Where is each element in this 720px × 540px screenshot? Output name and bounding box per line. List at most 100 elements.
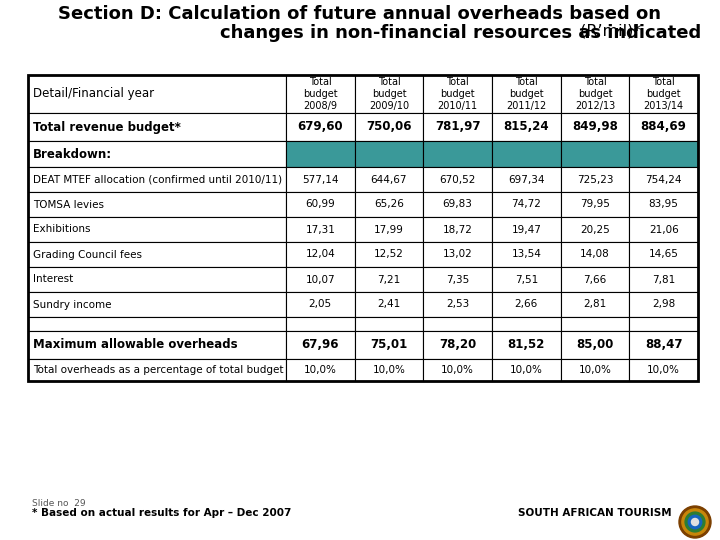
Text: 13,54: 13,54 (511, 249, 541, 260)
Text: 725,23: 725,23 (577, 174, 613, 185)
Bar (561, 359, 629, 381)
Bar (423, 192, 492, 217)
Text: 2,81: 2,81 (583, 300, 607, 309)
Text: 74,72: 74,72 (511, 199, 541, 210)
Bar (629, 359, 698, 381)
Bar (561, 141, 629, 167)
Bar (492, 192, 561, 217)
Bar (629, 75, 698, 113)
Bar (629, 292, 698, 317)
Circle shape (688, 515, 702, 529)
Text: 17,31: 17,31 (305, 225, 336, 234)
Bar (561, 217, 629, 242)
Text: 577,14: 577,14 (302, 174, 338, 185)
Text: 2,53: 2,53 (446, 300, 469, 309)
Text: 69,83: 69,83 (443, 199, 472, 210)
Bar (561, 167, 629, 192)
Bar (355, 292, 423, 317)
Text: 14,08: 14,08 (580, 249, 610, 260)
Text: Total overheads as a percentage of total budget: Total overheads as a percentage of total… (33, 365, 284, 375)
Text: Breakdown:: Breakdown: (33, 147, 112, 160)
Text: Detail/Financial year: Detail/Financial year (33, 87, 154, 100)
Bar (629, 167, 698, 192)
Text: Total
budget
2009/10: Total budget 2009/10 (369, 77, 409, 111)
Bar (28, 141, 286, 167)
Text: 67,96: 67,96 (302, 339, 339, 352)
Text: 75,01: 75,01 (370, 339, 408, 352)
Text: 7,51: 7,51 (515, 274, 538, 285)
Bar (561, 75, 629, 113)
Bar (286, 141, 355, 167)
Bar (355, 267, 423, 292)
Text: 10,0%: 10,0% (441, 365, 474, 375)
Bar (423, 331, 492, 359)
Bar (492, 113, 561, 141)
Text: 2,66: 2,66 (515, 300, 538, 309)
Text: 88,47: 88,47 (645, 339, 683, 352)
Text: 78,20: 78,20 (439, 339, 476, 352)
Bar (492, 242, 561, 267)
Text: (R’mil)*: (R’mil)* (575, 24, 642, 39)
Text: 18,72: 18,72 (443, 225, 472, 234)
Bar (28, 167, 286, 192)
Text: 7,21: 7,21 (377, 274, 400, 285)
Text: 679,60: 679,60 (297, 120, 343, 133)
Bar (28, 75, 698, 381)
Bar (492, 167, 561, 192)
Bar (561, 113, 629, 141)
Circle shape (682, 509, 708, 535)
Bar (355, 113, 423, 141)
Text: 7,66: 7,66 (583, 274, 607, 285)
Bar (423, 292, 492, 317)
Text: SOUTH AFRICAN TOURISM: SOUTH AFRICAN TOURISM (518, 508, 672, 518)
Text: 20,25: 20,25 (580, 225, 610, 234)
Circle shape (691, 518, 698, 525)
Text: Total
budget
2013/14: Total budget 2013/14 (644, 77, 684, 111)
Bar (286, 113, 355, 141)
Text: DEAT MTEF allocation (confirmed until 2010/11): DEAT MTEF allocation (confirmed until 20… (33, 174, 282, 185)
Bar (286, 192, 355, 217)
Bar (286, 317, 355, 331)
Bar (629, 331, 698, 359)
Bar (423, 113, 492, 141)
Text: Sundry income: Sundry income (33, 300, 112, 309)
Bar (355, 242, 423, 267)
Text: 884,69: 884,69 (641, 120, 687, 133)
Bar (492, 217, 561, 242)
Text: Maximum allowable overheads: Maximum allowable overheads (33, 339, 238, 352)
Text: 79,95: 79,95 (580, 199, 610, 210)
Text: 2,05: 2,05 (309, 300, 332, 309)
Bar (561, 317, 629, 331)
Bar (629, 217, 698, 242)
Text: 81,52: 81,52 (508, 339, 545, 352)
Bar (286, 292, 355, 317)
Bar (28, 359, 286, 381)
Text: TOMSA levies: TOMSA levies (33, 199, 104, 210)
Bar (423, 167, 492, 192)
Bar (561, 331, 629, 359)
Text: 697,34: 697,34 (508, 174, 544, 185)
Bar (28, 292, 286, 317)
Bar (286, 242, 355, 267)
Bar (423, 359, 492, 381)
Bar (355, 141, 423, 167)
Text: 10,0%: 10,0% (579, 365, 611, 375)
Bar (28, 217, 286, 242)
Bar (28, 75, 286, 113)
Bar (355, 75, 423, 113)
Bar (423, 75, 492, 113)
Text: 7,81: 7,81 (652, 274, 675, 285)
Bar (629, 242, 698, 267)
Bar (423, 141, 492, 167)
Text: 14,65: 14,65 (649, 249, 678, 260)
Text: Total
budget
2011/12: Total budget 2011/12 (506, 77, 546, 111)
Text: 644,67: 644,67 (371, 174, 408, 185)
Text: Total
budget
2010/11: Total budget 2010/11 (438, 77, 477, 111)
Bar (629, 113, 698, 141)
Text: 12,04: 12,04 (305, 249, 336, 260)
Text: Total revenue budget*: Total revenue budget* (33, 120, 181, 133)
Bar (28, 267, 286, 292)
Bar (286, 331, 355, 359)
Text: 750,06: 750,06 (366, 120, 412, 133)
Bar (423, 267, 492, 292)
